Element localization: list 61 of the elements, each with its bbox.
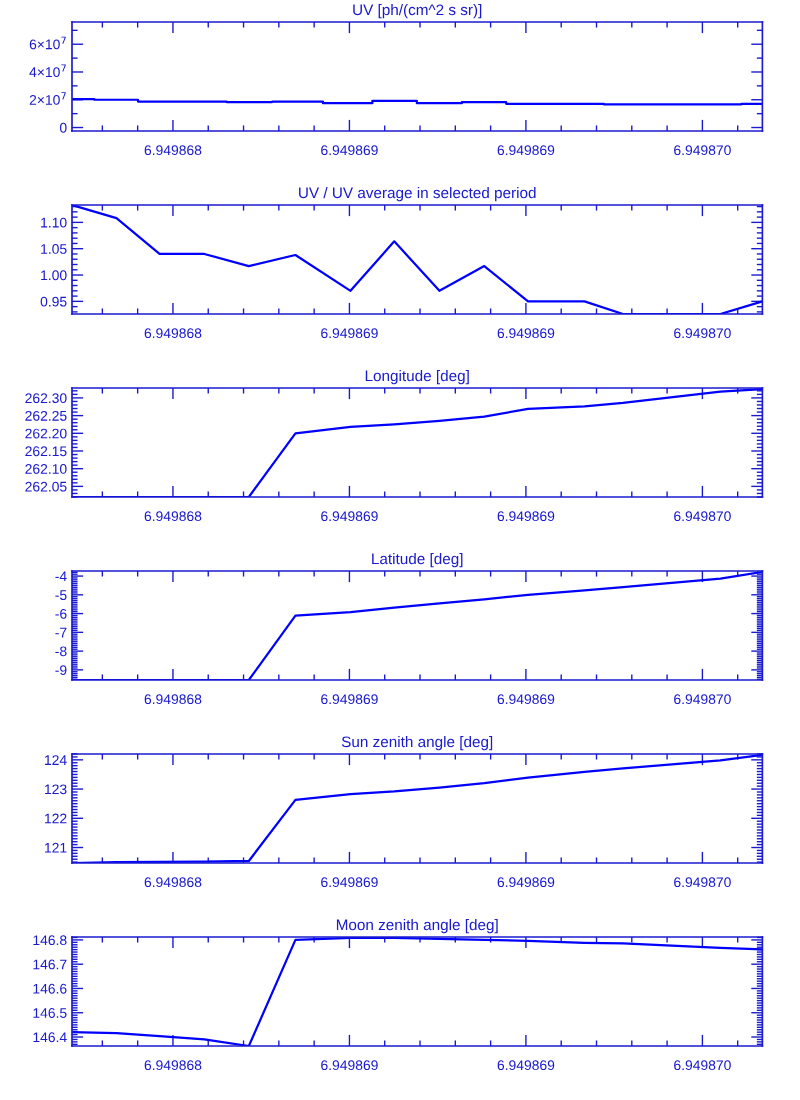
y-tick-label: -8 bbox=[55, 646, 67, 657]
y-tick-label: 124 bbox=[45, 755, 67, 765]
y-tick-label: 1.00 bbox=[41, 270, 67, 281]
y-tick-label: -6 bbox=[55, 608, 67, 619]
y-tick-label: 146.4 bbox=[33, 1032, 67, 1043]
chart-title: Latitude [deg] bbox=[372, 552, 463, 568]
x-tick-label: 6.949868 bbox=[144, 145, 202, 156]
x-tick-label: 6.949869 bbox=[497, 877, 555, 888]
y-tick-label: 4×10$^{7}$ bbox=[29, 64, 66, 78]
chart-title: Moon zenith angle [deg] bbox=[336, 918, 498, 934]
x-tick-label: 6.949869 bbox=[321, 328, 378, 339]
y-tick-label: 2×10$^{7}$ bbox=[29, 92, 66, 105]
y-tick-label: 262.15 bbox=[25, 446, 67, 457]
x-tick-label: 6.949868 bbox=[144, 328, 202, 339]
chart-title: UV / UV average in selected period bbox=[299, 186, 536, 202]
x-tick-label: 6.949870 bbox=[674, 694, 731, 705]
y-tick-label: -9 bbox=[55, 665, 67, 676]
x-tick-label: 6.949870 bbox=[674, 145, 731, 156]
y-tick-label: 262.20 bbox=[25, 428, 67, 439]
y-tick-label: 0 bbox=[59, 122, 67, 133]
x-tick-label: 6.949868 bbox=[144, 511, 202, 522]
y-tick-label: -4 bbox=[55, 571, 67, 582]
y-tick-label: -7 bbox=[55, 627, 67, 638]
y-tick-label: -5 bbox=[55, 590, 67, 600]
y-tick-label: 123 bbox=[45, 784, 67, 795]
x-tick-label: 6.949870 bbox=[674, 1060, 731, 1071]
y-tick-label: 262.10 bbox=[25, 464, 67, 474]
y-tick-label: 146.8 bbox=[33, 935, 67, 946]
chart-title: UV [ph/(cm^2 s sr)] bbox=[353, 3, 482, 19]
line-series bbox=[72, 205, 763, 314]
y-tick-label: 121 bbox=[45, 842, 67, 853]
chart-title: Sun zenith angle [deg] bbox=[341, 735, 493, 751]
y-tick-label: 6×10$^{7}$ bbox=[29, 36, 66, 50]
y-tick-label: 262.30 bbox=[25, 393, 67, 404]
line-series bbox=[72, 937, 763, 1046]
x-tick-label: 6.949870 bbox=[674, 511, 731, 522]
y-tick-label: 1.05 bbox=[41, 244, 67, 254]
y-tick-label: 122 bbox=[45, 813, 67, 824]
x-tick-label: 6.949869 bbox=[497, 145, 555, 156]
y-tick-label: 146.6 bbox=[33, 983, 67, 994]
x-tick-label: 6.949868 bbox=[144, 877, 202, 888]
y-tick-label: 0.95 bbox=[40, 296, 67, 307]
chart-title: Longitude [deg] bbox=[365, 369, 469, 385]
y-tick-label: 262.05 bbox=[25, 481, 67, 492]
x-tick-label: 6.949869 bbox=[497, 328, 555, 339]
x-tick-label: 6.949869 bbox=[321, 511, 378, 522]
x-tick-label: 6.949869 bbox=[321, 694, 378, 705]
x-tick-label: 6.949869 bbox=[497, 511, 555, 522]
x-tick-label: 6.949869 bbox=[321, 145, 378, 156]
x-tick-label: 6.949869 bbox=[497, 694, 555, 705]
x-tick-label: 6.949870 bbox=[674, 328, 731, 339]
x-tick-label: 6.949869 bbox=[321, 877, 378, 888]
y-tick-label: 1.10 bbox=[41, 217, 67, 228]
x-tick-label: 6.949869 bbox=[497, 1060, 555, 1071]
y-tick-label: 262.25 bbox=[25, 410, 67, 421]
x-tick-label: 6.949868 bbox=[144, 1060, 202, 1071]
x-tick-label: 6.949868 bbox=[144, 694, 202, 705]
y-tick-label: 146.7 bbox=[33, 959, 67, 970]
y-tick-label: 146.5 bbox=[33, 1008, 67, 1018]
x-tick-label: 6.949870 bbox=[674, 877, 731, 888]
x-tick-label: 6.949869 bbox=[321, 1060, 378, 1071]
